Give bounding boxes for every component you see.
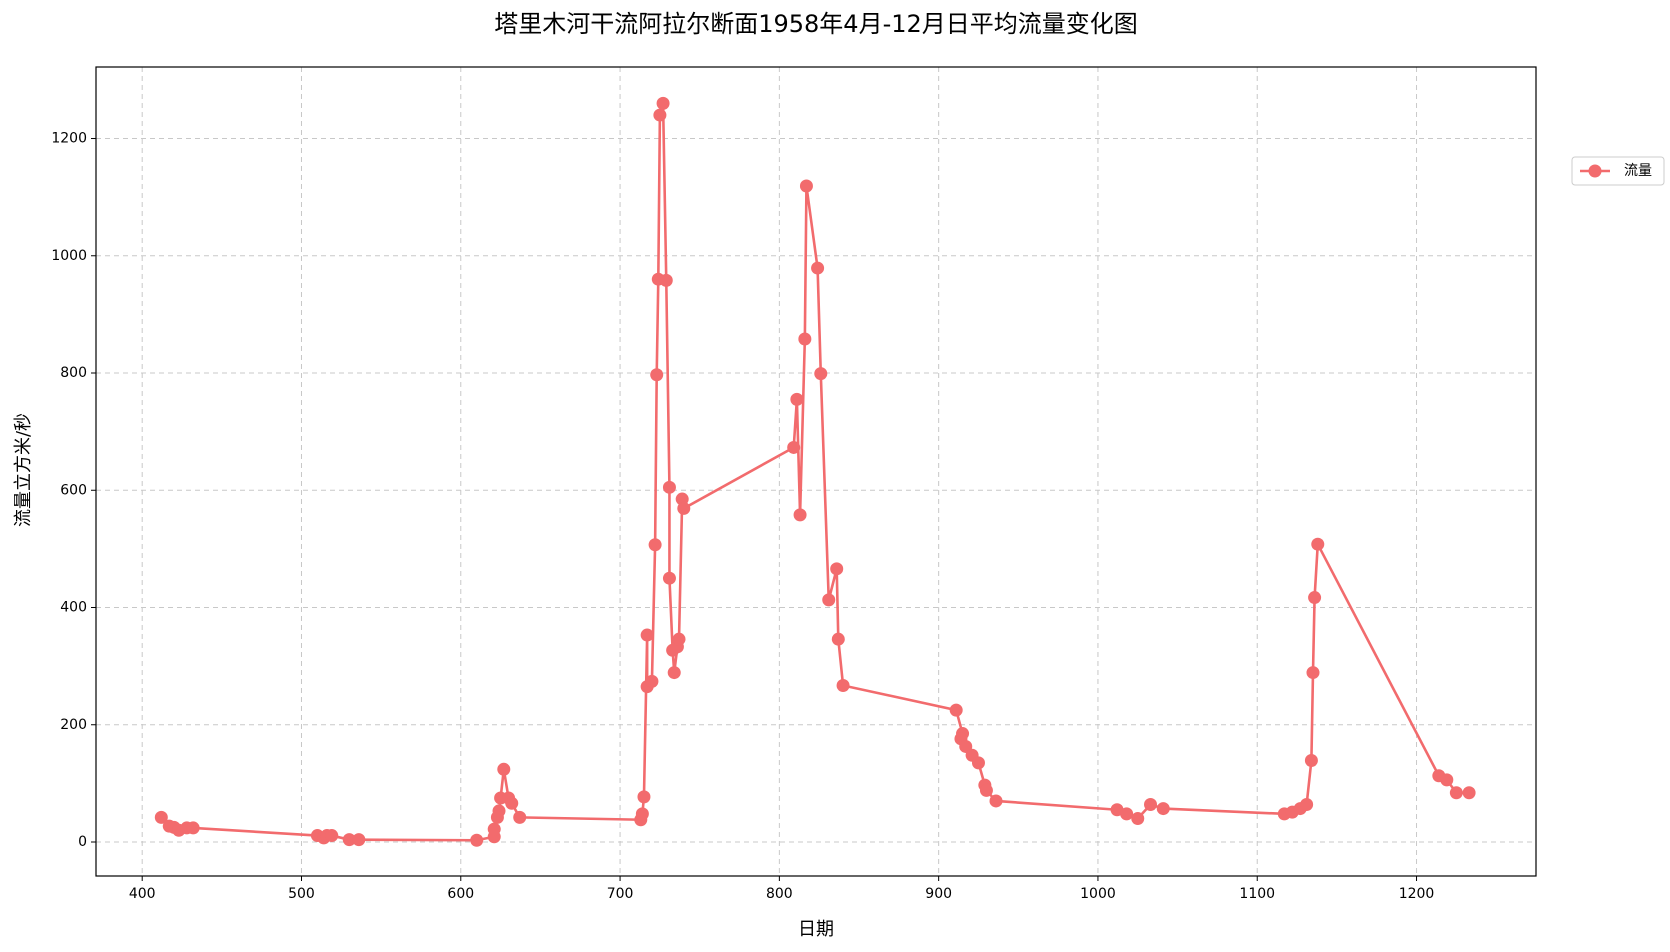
point <box>640 628 654 642</box>
point <box>790 392 804 406</box>
point <box>830 562 844 576</box>
y-tick-label: 800 <box>60 365 87 381</box>
point <box>989 794 1003 808</box>
y-tick-label: 1200 <box>51 131 87 147</box>
point <box>1311 537 1325 551</box>
y-tick-label: 1000 <box>51 248 87 264</box>
x-tick-label: 800 <box>766 886 793 902</box>
y-axis-label: 流量立方米/秒 <box>13 413 34 527</box>
point <box>971 756 985 770</box>
y-tick-label: 0 <box>78 834 87 850</box>
point <box>799 179 813 193</box>
point <box>1144 797 1158 811</box>
point <box>822 593 836 607</box>
x-tick-label: 600 <box>447 886 474 902</box>
y-tick-label: 600 <box>60 482 87 498</box>
point <box>1120 807 1134 821</box>
point <box>635 807 649 821</box>
point <box>659 273 673 287</box>
point <box>831 632 845 646</box>
point <box>677 501 691 515</box>
point <box>662 480 676 494</box>
point <box>793 508 807 522</box>
x-tick-label: 500 <box>288 886 315 902</box>
point <box>650 368 664 382</box>
plot-frame <box>95 66 1537 877</box>
point <box>1131 812 1145 826</box>
chart-title: 塔里木河干流阿拉尔断面1958年4月-12月日平均流量变化图 <box>494 10 1138 38</box>
point <box>505 796 519 810</box>
point <box>325 829 339 843</box>
x-tick-label: 400 <box>129 886 156 902</box>
point <box>497 762 511 776</box>
point <box>667 666 681 680</box>
point <box>1156 802 1170 816</box>
point <box>645 674 659 688</box>
point <box>342 833 356 847</box>
point <box>186 821 200 835</box>
point <box>836 678 850 692</box>
legend-marker <box>1588 164 1602 178</box>
point <box>637 790 651 804</box>
point <box>672 632 686 646</box>
point <box>1440 773 1454 787</box>
point <box>787 440 801 454</box>
x-tick-label: 1000 <box>1080 886 1116 902</box>
point <box>814 367 828 381</box>
x-tick-label: 1200 <box>1399 886 1435 902</box>
point <box>1449 786 1463 800</box>
x-tick-label: 700 <box>607 886 634 902</box>
point <box>470 833 484 847</box>
x-tick-label: 1100 <box>1239 886 1275 902</box>
point <box>949 703 963 717</box>
point <box>653 108 667 122</box>
legend-box <box>1571 156 1665 186</box>
point <box>352 833 366 847</box>
point <box>811 261 825 275</box>
point <box>656 96 670 110</box>
point <box>1300 797 1314 811</box>
point <box>513 810 527 824</box>
point <box>1308 591 1322 605</box>
y-tick-label: 400 <box>60 600 87 616</box>
point <box>648 538 662 552</box>
legend-label: 流量 <box>1624 163 1652 179</box>
point <box>979 783 993 797</box>
point <box>798 332 812 346</box>
y-tick-label: 200 <box>60 717 87 733</box>
point <box>487 822 501 836</box>
x-tick-label: 900 <box>925 886 952 902</box>
point <box>154 810 168 824</box>
x-axis-label: 日期 <box>798 919 834 940</box>
point <box>492 804 506 818</box>
point <box>1462 786 1476 800</box>
point <box>1306 666 1320 680</box>
point <box>1304 754 1318 768</box>
point <box>662 571 676 585</box>
